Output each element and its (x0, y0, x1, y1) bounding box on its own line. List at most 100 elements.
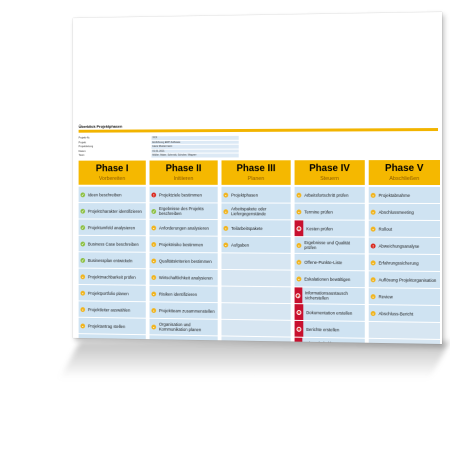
phase-item-label: Abschluss-Bericht (376, 311, 416, 317)
phase-item[interactable]: ✓ Projektumfeld analysieren (79, 219, 146, 235)
phase-item-label: Projektphasen (228, 192, 260, 197)
status-red-icon: ! (297, 226, 302, 231)
phase-item[interactable]: ✓ Ergebnisse des Projekts beschreiben (150, 203, 218, 219)
phase-item[interactable]: • Erfahrungssicherung (369, 254, 440, 271)
phase-item-label: Erfahrungssicherung (376, 260, 421, 265)
phase-subtitle: Planen (222, 176, 291, 183)
phase-column-1: Phase I Vorbereiten ✓ Ideen beschreiben ✓ Pro… (79, 161, 146, 344)
phase-item[interactable]: ! Abweichungsanalyse (369, 238, 440, 254)
title-rule (79, 128, 438, 133)
phase-item[interactable]: • Offene-Punkte-Liste (295, 254, 365, 270)
phase-item-label: Organisation und Kommunikation planen (156, 322, 218, 333)
meta-label: Team (79, 154, 152, 159)
phase-item-label: Teilarbeitspakete (228, 225, 264, 230)
phase-item-label: Business Case beschreiben (85, 241, 140, 246)
phase-item-label: Projektrisiko bestimmen (156, 242, 205, 247)
phase-subtitle: Vorbereiten (79, 176, 146, 183)
phase-item[interactable] (222, 320, 291, 337)
phase-item[interactable]: • Risiken identifizieren (150, 286, 218, 302)
phase-item[interactable]: ✓ Ideen beschreiben (79, 187, 146, 203)
phase-item[interactable]: • Projektphasen (222, 187, 291, 203)
phase-item-label: Wirtschaftlichkeit analysieren (156, 275, 214, 280)
phase-item[interactable]: ! Berichte erstellen (295, 321, 365, 338)
phase-item[interactable]: • Ergebnisse und Qualität prüfen (295, 237, 365, 253)
phase-title: Phase III (222, 160, 291, 176)
phase-item-label: Ergebnisse des Projekts beschreiben (156, 206, 218, 216)
meta-row: Team Müller, Maier, Schmidt, Schulze, Wa… (79, 154, 239, 159)
phase-item[interactable]: • Projektabnahme (369, 187, 440, 203)
phase-item-label: Projektportfolio planen (85, 290, 130, 295)
phase-item[interactable]: ✓ Projektcharakter identifizieren (79, 203, 146, 219)
phase-item[interactable] (222, 270, 291, 286)
phase-item[interactable]: • Review (369, 288, 440, 305)
phase-item[interactable]: • Termine prüfen (295, 204, 365, 220)
phase-item-label: Projektabnahme (376, 192, 413, 197)
phase-header: Phase V Abschließen (369, 160, 440, 186)
phase-item-label: Abweichungsanalyse (376, 243, 422, 248)
phase-item[interactable]: • Arbeitspakete oder Liefergegenstände (222, 203, 291, 219)
phase-column-2: Phase II Initiieren ! Projektziele bestimme… (150, 160, 218, 344)
phase-item[interactable]: • Auflösung Projektorganisation (369, 271, 440, 288)
phase-item[interactable]: • Projektrisiko bestimmen (150, 236, 218, 252)
phase-item[interactable]: ! Kosten prüfen (295, 220, 365, 236)
phase-item-label: Projektleiter auswählen (85, 307, 132, 312)
phase-item-label: Offene-Punkte-Liste (301, 259, 344, 264)
phase-item-label: Arbeitsfortschritt prüfen (301, 192, 350, 197)
status-cell: ! (295, 287, 302, 303)
phase-item-label: Projektcharakter identifizieren (85, 208, 144, 213)
phase-title: Phase I (79, 161, 146, 177)
phase-item-label: Projektantrag stellen (85, 323, 127, 328)
phase-title: Phase II (150, 160, 218, 176)
phase-item-label: Arbeitspakete oder Liefergegenstände (228, 206, 290, 216)
meta-value[interactable]: Müller, Maier, Schmidt, Schulze, Wagner (151, 154, 238, 159)
phase-item-label: Rollout (376, 226, 394, 231)
phase-item[interactable] (369, 322, 440, 339)
phase-item[interactable]: ✓ Businessplan entwickeln (79, 252, 146, 268)
phase-item[interactable]: ! Informationsaustausch sicherstellen (295, 287, 365, 304)
phase-item-label: Abschlussmeeting (376, 209, 416, 214)
status-red-icon: ! (297, 326, 302, 331)
phase-item-label: Projektmachbarkeit prüfen (85, 274, 137, 279)
phase-item-label: Review (376, 294, 395, 299)
phase-item-label: Projektteam zusammenstellen (156, 308, 216, 314)
phase-title: Phase IV (295, 160, 365, 176)
phase-item[interactable]: • Organisation und Kommunikation planen (150, 319, 218, 336)
phase-item[interactable]: • Wirtschaftlichkeit analysieren (150, 269, 218, 285)
phase-item[interactable]: • Projektmachbarkeit prüfen (79, 269, 146, 285)
phase-subtitle: Initiieren (150, 176, 218, 183)
phase-item-label: Anforderungen analysieren (156, 225, 211, 230)
phase-item[interactable] (222, 253, 291, 269)
phase-item[interactable]: • Teilarbeitspakete (222, 220, 291, 236)
phase-item[interactable] (222, 303, 291, 320)
phase-header: Phase IV Steuern (295, 160, 365, 186)
phase-item[interactable]: ! Projektziele bestimmen (150, 187, 218, 203)
phase-item[interactable]: • Rollout (369, 221, 440, 237)
phase-header: Phase III Planen (222, 160, 291, 186)
phase-item[interactable] (222, 287, 291, 304)
phase-item[interactable]: • Abschlussmeeting (369, 204, 440, 220)
phase-item[interactable]: ✓ Business Case beschreiben (79, 236, 146, 252)
phase-column-5: Phase V Abschließen • Projektabnahme • Abschl… (369, 160, 440, 344)
phase-header: Phase II Initiieren (150, 160, 218, 185)
phase-item[interactable]: • Projektantrag stellen (79, 318, 146, 334)
status-red-icon: ! (297, 310, 302, 315)
phase-header: Phase I Vorbereiten (79, 161, 146, 186)
phase-item[interactable]: • Eskalationen bewältigen (295, 271, 365, 288)
phase-item[interactable]: • Projektleiter auswählen (79, 301, 146, 317)
phase-item-label: Aufgaben (228, 242, 251, 247)
phase-item[interactable]: • Projektteam zusammenstellen (150, 302, 218, 319)
phase-item[interactable]: ! Dokumentation erstellen (295, 304, 365, 321)
phase-title: Phase V (369, 160, 440, 176)
phase-subtitle: Steuern (295, 176, 365, 183)
phase-column-4: Phase IV Steuern • Arbeitsfortschritt prüfe… (295, 160, 365, 344)
phase-item[interactable]: • Arbeitsfortschritt prüfen (295, 187, 365, 203)
phase-item[interactable]: • Projektportfolio planen (79, 285, 146, 301)
phase-item-label: Businessplan entwickeln (85, 258, 134, 263)
phase-item[interactable]: • Qualitätskriterien bestimmen (150, 253, 218, 269)
phase-item-label: Eskalationen bewältigen (301, 276, 352, 281)
phase-item[interactable]: • Aufgaben (222, 237, 291, 253)
phase-item[interactable]: • Anforderungen analysieren (150, 220, 218, 236)
phase-item[interactable]: • Abschluss-Bericht (369, 305, 440, 322)
status-cell: ! (295, 304, 304, 320)
phase-item-label: Informationsaustausch sicherstellen (302, 290, 365, 301)
